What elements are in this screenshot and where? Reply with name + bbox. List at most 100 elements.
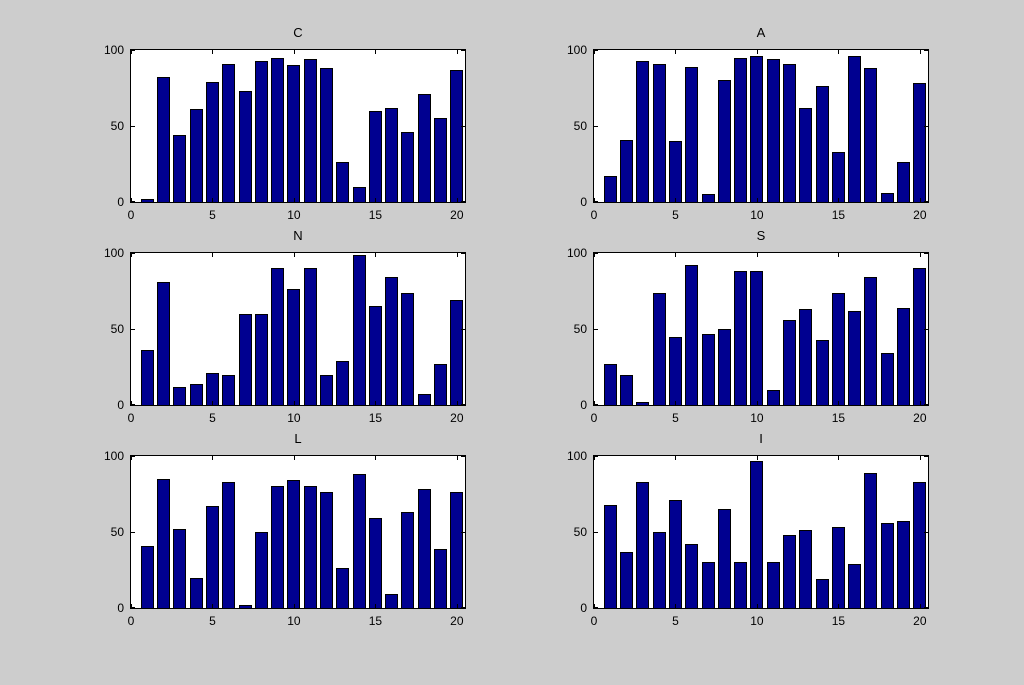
x-tick-mark: [838, 456, 840, 460]
bar: [750, 271, 764, 405]
bar: [913, 83, 927, 202]
x-tick-label: 10: [750, 614, 764, 628]
x-tick-label: 5: [209, 614, 216, 628]
bar: [750, 460, 764, 608]
x-tick-label: 15: [831, 411, 846, 425]
x-tick-mark: [456, 456, 458, 460]
bar: [782, 535, 797, 608]
bar: [636, 481, 650, 608]
y-tick-mark: [131, 126, 135, 127]
y-tick-mark: [594, 201, 598, 202]
y-tick-label: 0: [580, 195, 587, 209]
y-tick-label: 100: [566, 43, 587, 57]
bar: [603, 176, 617, 202]
bar: [336, 568, 350, 608]
x-tick-mark: [675, 253, 677, 257]
bar: [717, 509, 731, 608]
y-tick-label: 0: [117, 195, 124, 209]
bar: [864, 277, 878, 405]
x-tick-label: 0: [127, 614, 135, 628]
x-tick-mark: [212, 456, 214, 460]
bar: [897, 521, 911, 608]
subplot-s: S 0 5 10 15 20 0 50 100: [567, 228, 929, 425]
y-tick-mark: [461, 253, 465, 254]
bar: [189, 577, 203, 608]
y-tick-mark: [461, 532, 465, 533]
bar: [238, 313, 252, 405]
x-tick-mark: [838, 604, 840, 608]
y-tick-mark: [131, 253, 135, 254]
x-tick-mark: [131, 50, 132, 54]
bar: [636, 401, 650, 405]
bar: [603, 363, 617, 405]
y-tick-label: 100: [566, 449, 587, 463]
plot-area: [593, 49, 929, 203]
x-tick-label: 0: [590, 208, 598, 222]
y-tick-label: 0: [117, 398, 124, 412]
bar: [417, 94, 431, 202]
bar: [401, 132, 415, 202]
bar: [352, 186, 366, 202]
bar: [864, 472, 878, 608]
x-tick-label: 0: [127, 411, 135, 425]
bar: [205, 373, 219, 405]
bar: [434, 363, 448, 405]
bar: [303, 59, 317, 202]
bar: [319, 492, 334, 608]
bar: [799, 309, 813, 405]
y-tick-mark: [924, 456, 928, 457]
bar: [799, 107, 813, 202]
x-tick-mark: [293, 456, 295, 460]
x-tick-label: 10: [287, 411, 301, 425]
x-tick-mark: [131, 253, 132, 257]
bar: [880, 192, 894, 202]
bar: [417, 394, 431, 405]
x-tick-mark: [131, 604, 132, 608]
bar: [401, 512, 415, 608]
x-tick-mark: [375, 401, 377, 405]
x-tick-mark: [675, 604, 677, 608]
bar: [450, 300, 464, 405]
bar: [271, 268, 285, 405]
x-tick-mark: [675, 401, 677, 405]
x-tick-label: 15: [368, 411, 383, 425]
subplot-l: L 0 5 10 15 20 0 50 100: [104, 431, 466, 628]
bar: [848, 56, 862, 202]
bar: [701, 194, 715, 202]
x-tick-mark: [375, 198, 377, 202]
y-tick-mark: [461, 456, 465, 457]
bar: [238, 604, 252, 608]
bar: [782, 319, 797, 405]
bar: [685, 66, 699, 202]
y-tick-mark: [924, 253, 928, 254]
bar: [717, 80, 731, 202]
bar: [173, 135, 187, 202]
bar: [385, 107, 399, 202]
bar: [750, 56, 764, 202]
x-tick-mark: [919, 604, 921, 608]
y-tick-label: 50: [573, 322, 587, 336]
x-tick-label: 15: [368, 614, 383, 628]
bar: [254, 60, 268, 202]
x-tick-mark: [756, 401, 758, 405]
x-tick-label: 10: [287, 614, 301, 628]
x-tick-mark: [675, 50, 677, 54]
subplot-title: A: [756, 25, 766, 40]
x-tick-label: 15: [831, 208, 846, 222]
x-tick-label: 5: [209, 411, 216, 425]
x-tick-mark: [375, 253, 377, 257]
y-tick-mark: [924, 50, 928, 51]
bar: [287, 480, 301, 608]
bar: [222, 481, 236, 608]
x-tick-mark: [212, 401, 214, 405]
bar: [401, 292, 415, 405]
x-tick-mark: [131, 198, 132, 202]
bar: [319, 374, 334, 405]
x-tick-mark: [919, 198, 921, 202]
y-tick-label: 100: [103, 246, 124, 260]
x-tick-mark: [675, 456, 677, 460]
x-tick-label: 5: [672, 614, 679, 628]
x-tick-mark: [375, 50, 377, 54]
x-tick-label: 20: [913, 208, 927, 222]
plot-area: [593, 455, 929, 609]
